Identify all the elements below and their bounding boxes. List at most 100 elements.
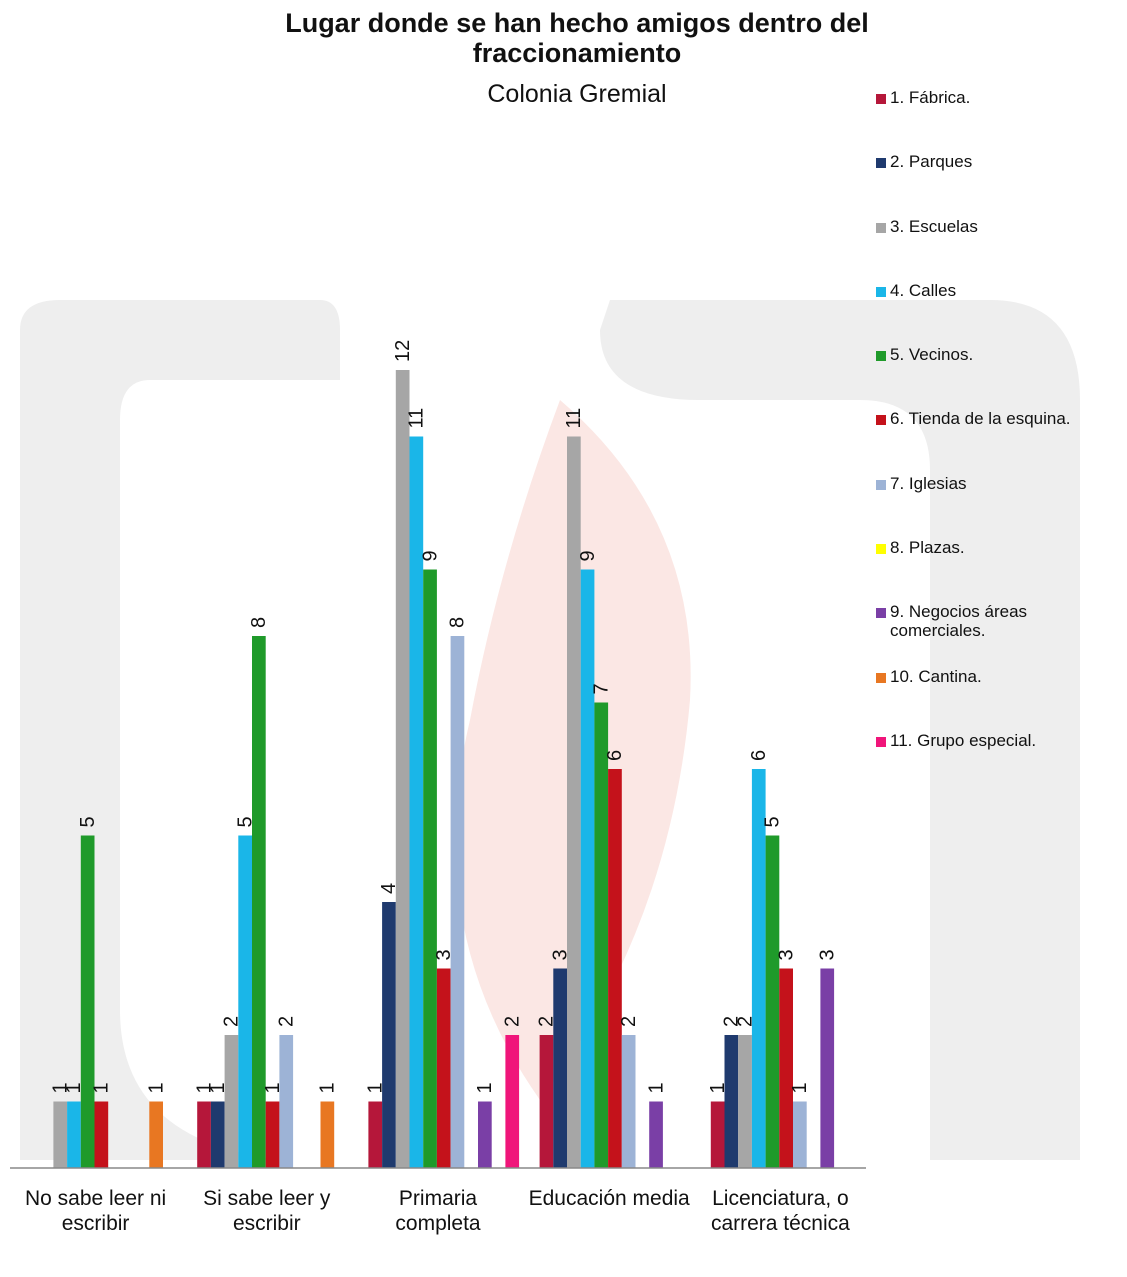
- watermark-shape: [600, 300, 1080, 1160]
- legend-swatch: [876, 222, 886, 233]
- legend-swatch: [876, 608, 886, 619]
- legend-swatch: [876, 351, 886, 362]
- bar: [751, 769, 766, 1168]
- bar: [409, 436, 424, 1168]
- legend-label: 4. Calles: [890, 280, 957, 300]
- value-label: 1: [145, 1082, 167, 1093]
- legend-label: 5. Vecinos.: [890, 345, 974, 365]
- bar: [553, 968, 567, 1168]
- bar: [149, 1101, 163, 1168]
- legend-label: 11. Grupo especial.: [890, 730, 1037, 750]
- x-tick-label: Educación media: [528, 1187, 690, 1210]
- bar: [621, 1035, 636, 1168]
- legend-item: 9. Negocios áreas comerciales.: [876, 602, 1126, 666]
- bar: [368, 1101, 383, 1168]
- value-label: 5: [234, 816, 256, 827]
- value-label: 1: [645, 1082, 667, 1093]
- value-label: 2: [221, 1016, 243, 1027]
- x-tick-label: Primaria completa: [395, 1187, 481, 1235]
- value-label: 3: [775, 949, 797, 960]
- bar: [450, 636, 465, 1168]
- value-label: 3: [817, 949, 839, 960]
- bar: [779, 968, 793, 1168]
- value-label: 1: [317, 1082, 339, 1093]
- value-label: 2: [734, 1016, 756, 1027]
- value-label: 12: [392, 340, 414, 362]
- value-label: 1: [207, 1082, 229, 1093]
- bar: [580, 569, 595, 1168]
- bar: [738, 1035, 752, 1168]
- value-label: 9: [419, 550, 441, 561]
- legend-swatch: [876, 736, 886, 747]
- value-label: 2: [502, 1016, 524, 1027]
- bar: [80, 835, 95, 1168]
- bar: [238, 835, 252, 1168]
- legend-label: 8. Plazas.: [890, 538, 965, 558]
- value-label: 4: [378, 883, 400, 894]
- x-tick-label: Si sabe leer y escribir: [203, 1187, 331, 1235]
- bar: [793, 1101, 807, 1168]
- legend-item: 8. Plazas.: [876, 538, 1126, 602]
- legend-item: 7. Iglesias: [876, 474, 1126, 538]
- bar: [608, 769, 622, 1168]
- chart-title: Lugar donde se han hecho amigos dentro d…: [285, 8, 869, 68]
- bar: [567, 436, 581, 1168]
- bar: [594, 702, 609, 1168]
- bar: [395, 370, 410, 1168]
- legend: 1. Fábrica. 2. Parques 3. Escuelas 4. Calle…: [876, 88, 1126, 795]
- legend-item: 5. Vecinos.: [876, 345, 1126, 409]
- legend-label: 7. Iglesias: [890, 473, 967, 493]
- legend-swatch: [876, 158, 886, 169]
- legend-item: 3. Escuelas: [876, 217, 1126, 281]
- value-label: 7: [591, 683, 613, 694]
- value-label: 8: [248, 617, 270, 628]
- value-label: 5: [762, 816, 784, 827]
- x-tick-label: Licenciatura, o carrera técnica: [710, 1187, 850, 1235]
- watermark-shape: [20, 300, 340, 1160]
- legend-label: 10. Cantina.: [890, 666, 982, 686]
- bar: [820, 968, 835, 1168]
- value-label: 2: [276, 1016, 298, 1027]
- value-label: 3: [433, 949, 455, 960]
- bar: [539, 1035, 554, 1168]
- value-label: 1: [789, 1082, 811, 1093]
- value-label: 6: [604, 750, 626, 761]
- bar: [279, 1035, 294, 1168]
- bar: [436, 968, 451, 1168]
- legend-label: 2. Parques: [890, 152, 973, 172]
- legend-swatch: [876, 286, 886, 297]
- bar: [224, 1035, 239, 1168]
- legend-label: 3. Escuelas: [890, 216, 978, 236]
- legend-swatch: [876, 672, 886, 683]
- bar: [423, 569, 437, 1168]
- chart-subtitle: Colonia Gremial: [487, 80, 667, 108]
- legend-swatch: [876, 544, 886, 555]
- bar: [320, 1101, 335, 1168]
- value-label: 1: [193, 1082, 215, 1093]
- value-label: 8: [447, 617, 469, 628]
- value-label: 11: [563, 408, 585, 429]
- value-label: 2: [618, 1016, 640, 1027]
- legend-item: 10. Cantina.: [876, 667, 1126, 731]
- legend-item: 4. Calles: [876, 281, 1126, 345]
- bar: [265, 1101, 280, 1168]
- value-label: 1: [365, 1082, 387, 1093]
- bar: [210, 1101, 225, 1168]
- legend-label: 6. Tienda de la esquina.: [890, 409, 1071, 429]
- bar: [382, 902, 396, 1168]
- legend-label: 1. Fábrica.: [890, 88, 971, 107]
- value-label: 1: [707, 1082, 729, 1093]
- bar: [94, 1101, 109, 1168]
- legend-label: 9. Negocios áreas comerciales.: [890, 602, 1028, 641]
- bar: [197, 1101, 211, 1168]
- value-label: 9: [577, 550, 599, 561]
- bar: [53, 1101, 68, 1168]
- value-label: 2: [721, 1016, 743, 1027]
- value-label: 2: [536, 1016, 558, 1027]
- value-label: 5: [77, 816, 99, 827]
- legend-item: 1. Fábrica.: [876, 88, 1126, 152]
- bar: [649, 1101, 663, 1168]
- value-label: 1: [63, 1082, 85, 1093]
